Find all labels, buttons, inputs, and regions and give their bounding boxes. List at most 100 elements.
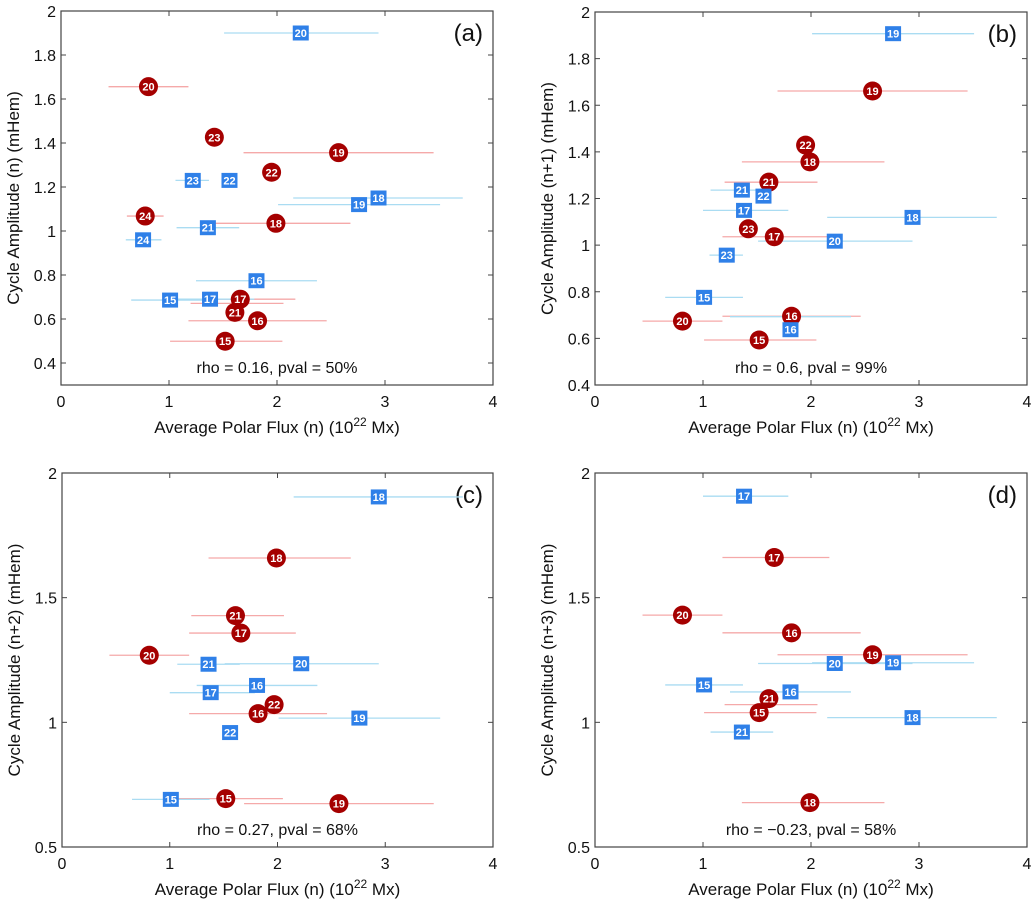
plot-frame: [594, 472, 1028, 848]
red-circle-marker: [266, 548, 286, 568]
red-circle-marker: [329, 794, 349, 814]
point-label: 19: [353, 200, 365, 212]
red-circle-marker: [248, 311, 268, 331]
blue-point-16: 16: [782, 684, 799, 700]
red-point-23: 23: [738, 219, 758, 239]
blue-square-marker: [755, 188, 772, 204]
point-label: 24: [137, 235, 150, 247]
x-tick-label: 4: [489, 394, 498, 411]
blue-square-marker: [696, 289, 713, 305]
point-label: 18: [270, 553, 282, 565]
red-circle-marker: [796, 135, 816, 155]
red-circle-marker: [225, 606, 245, 626]
blue-square-marker: [885, 26, 902, 42]
red-circle-marker: [672, 311, 692, 331]
red-circle-marker: [231, 623, 251, 643]
blue-point-24: 24: [135, 232, 152, 248]
blue-square-marker: [351, 710, 368, 726]
blue-point-20: 20: [826, 655, 843, 671]
y-axis-label: Cycle Amplitude (n) (mHem): [4, 91, 23, 305]
x-tick-label: 1: [165, 856, 174, 873]
correlation-stat: rho = −0.23, pval = 58%: [726, 822, 896, 839]
blue-square-marker: [826, 655, 843, 671]
x-tick-label: 2: [807, 856, 816, 873]
y-tick-label: 0.8: [568, 285, 590, 302]
y-tick-label: 1.8: [568, 52, 590, 69]
blue-point-21: 21: [200, 656, 217, 672]
point-label: 19: [866, 86, 878, 98]
point-label: 19: [353, 713, 365, 725]
blue-point-20: 20: [293, 656, 310, 672]
point-label: 16: [784, 687, 796, 699]
blue-point-19: 19: [885, 26, 902, 42]
blue-point-22: 22: [755, 188, 772, 204]
blue-point-15: 15: [162, 292, 179, 308]
y-tick-label: 1.5: [568, 591, 590, 608]
y-tick-label: 0.8: [34, 268, 56, 285]
blue-square-marker: [351, 197, 368, 213]
blue-point-18: 18: [904, 209, 921, 225]
point-label: 17: [768, 232, 780, 244]
point-label: 22: [224, 728, 236, 740]
blue-point-19: 19: [885, 655, 902, 671]
x-axis-label-main: Average Polar Flux (n) (10: [688, 880, 887, 899]
panel-tag: (a): [454, 20, 483, 47]
blue-point-22: 22: [222, 725, 239, 741]
point-label: 21: [229, 611, 241, 623]
point-label: 17: [738, 205, 750, 217]
y-axis-label: Cycle Amplitude (n+1) (mHem): [538, 82, 557, 315]
point-label: 22: [265, 167, 277, 179]
point-label: 20: [295, 659, 307, 671]
blue-point-20: 20: [826, 233, 843, 249]
x-axis-label-unit: Mx): [367, 418, 400, 437]
blue-square-marker: [733, 724, 750, 740]
point-label: 20: [676, 316, 688, 328]
red-point-19: 19: [329, 143, 349, 163]
red-point-19: 19: [329, 794, 349, 814]
blue-square-marker: [370, 489, 387, 505]
x-tick-label: 0: [57, 394, 66, 411]
point-label: 20: [676, 610, 688, 622]
point-label: 23: [208, 132, 220, 144]
y-tick-label: 1: [47, 224, 56, 241]
point-label: 21: [736, 185, 748, 197]
x-tick-label: 1: [699, 856, 708, 873]
red-point-20: 20: [138, 77, 158, 97]
red-point-22: 22: [796, 135, 816, 155]
blue-square-marker: [826, 233, 843, 249]
red-point-18: 18: [800, 793, 820, 813]
point-label: 20: [143, 650, 155, 662]
x-tick-label: 2: [273, 394, 282, 411]
point-label: 15: [164, 295, 176, 307]
blue-point-17: 17: [736, 202, 753, 218]
blue-point-15: 15: [696, 677, 713, 693]
point-label: 15: [698, 292, 710, 304]
blue-point-21: 21: [733, 724, 750, 740]
point-label: 22: [223, 175, 235, 187]
y-tick-label: 1: [48, 715, 57, 732]
point-label: 21: [202, 659, 214, 671]
red-circle-marker: [139, 645, 159, 665]
x-tick-label: 4: [1023, 394, 1032, 411]
blue-point-21: 21: [733, 182, 750, 198]
plot-frame: [594, 11, 1028, 386]
x-tick-label: 1: [165, 394, 174, 411]
point-label: 18: [270, 218, 282, 230]
red-point-20: 20: [672, 311, 692, 331]
blue-point-19: 19: [351, 197, 368, 213]
point-label: 18: [906, 212, 918, 224]
blue-square-marker: [736, 488, 753, 504]
x-tick-label: 0: [591, 394, 600, 411]
x-axis-label-main: Average Polar Flux (n) (10: [688, 418, 887, 437]
y-tick-label: 1.2: [34, 180, 56, 197]
red-point-20: 20: [672, 605, 692, 625]
red-point-17: 17: [231, 623, 251, 643]
red-point-15: 15: [749, 703, 769, 723]
red-point-17: 17: [764, 227, 784, 247]
x-tick-label: 3: [381, 856, 390, 873]
correlation-stat: rho = 0.16, pval = 50%: [197, 360, 358, 377]
y-tick-label: 1.2: [568, 192, 590, 209]
blue-square-marker: [904, 710, 921, 726]
